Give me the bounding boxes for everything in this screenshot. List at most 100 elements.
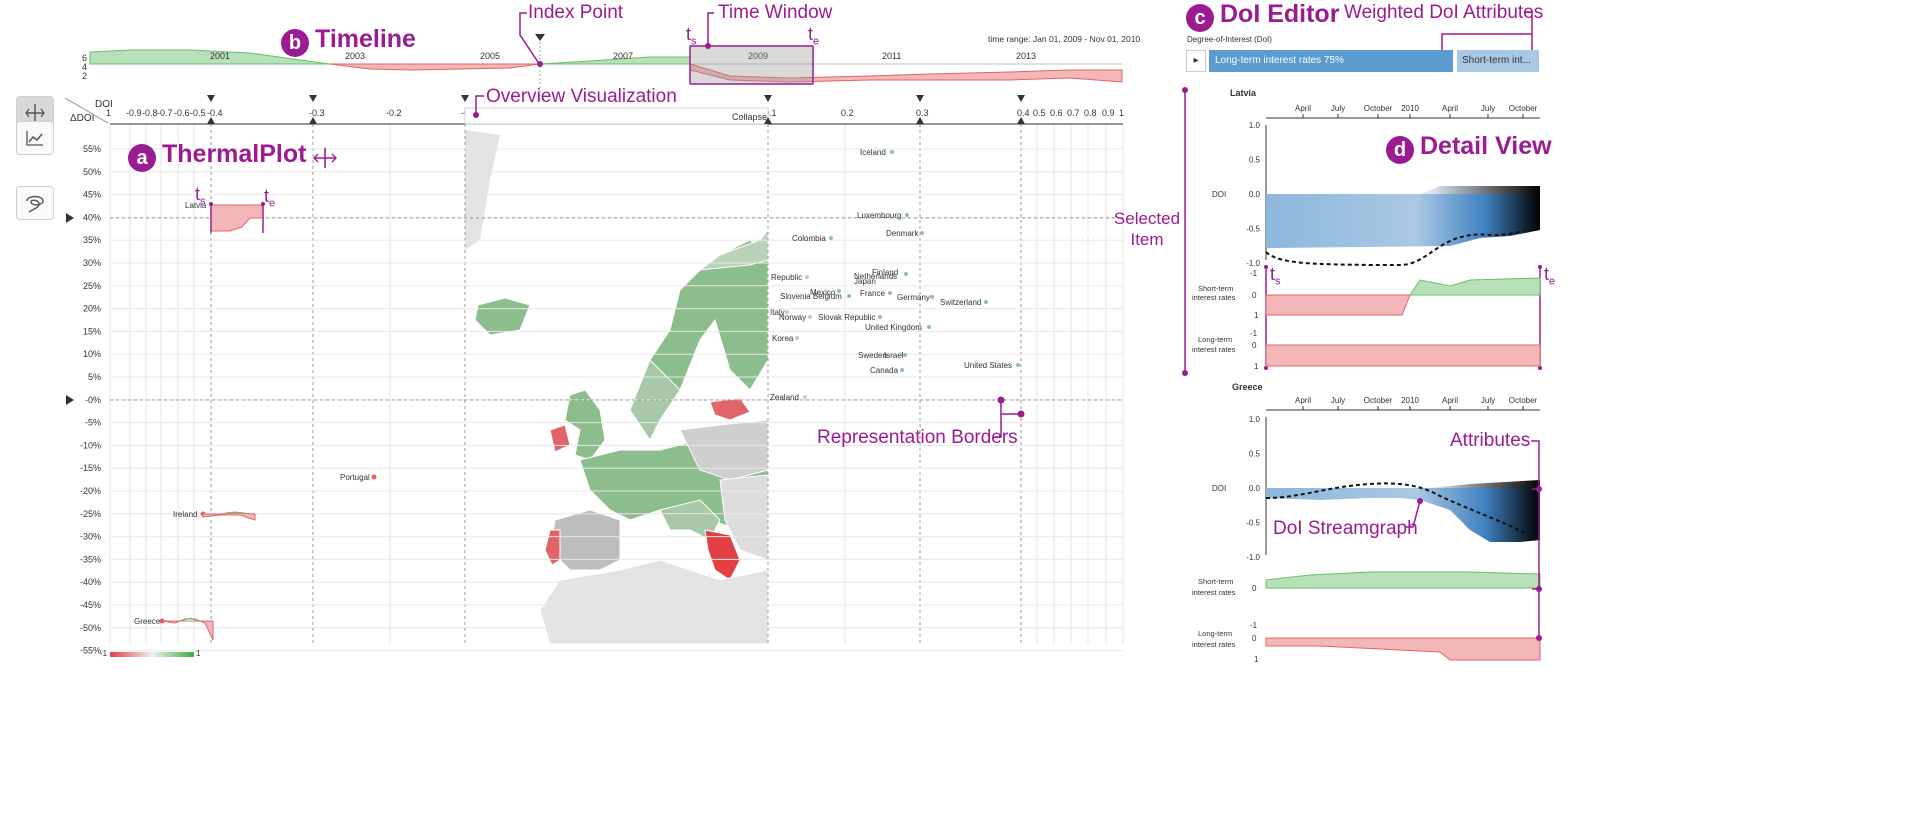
attr-tick: 1 bbox=[1254, 655, 1259, 664]
attr-tick: 1 bbox=[1254, 362, 1259, 371]
doi-tick: 0.5 bbox=[1249, 156, 1261, 165]
y-tick-label: 25% bbox=[83, 281, 101, 291]
overview-leader bbox=[473, 95, 484, 118]
ireland-item[interactable]: Ireland bbox=[173, 510, 256, 521]
thermalplot[interactable]: 1-0.9-0.8-0.7-0.6-0.5-0.4-0.3-0.2-00.10.… bbox=[60, 90, 1160, 670]
doi-attribute-long-label: Long-term interest rates 75% bbox=[1215, 55, 1344, 66]
timeline-year: 2009 bbox=[748, 51, 768, 61]
doi-curve bbox=[1265, 482, 1541, 541]
collapse-button[interactable] bbox=[464, 107, 769, 125]
thermalplot-title: ThermalPlot bbox=[162, 140, 307, 168]
time-range-label: time range: Jan 01, 2009 - Nov 01, 2010 bbox=[988, 34, 1140, 44]
timeline-te-label: te bbox=[808, 24, 820, 48]
row-marker[interactable] bbox=[66, 395, 74, 405]
index-point-marker[interactable] bbox=[535, 34, 545, 41]
latvia-ts-label: ts bbox=[195, 184, 206, 208]
y-tick-label: -55% bbox=[80, 646, 101, 656]
timeline-annotation: b Timeline bbox=[281, 25, 416, 57]
country-label: Canada bbox=[870, 366, 899, 375]
timeline-year: 2013 bbox=[1016, 51, 1036, 61]
country-label: Slovak Republic bbox=[818, 313, 875, 322]
country-label: France bbox=[860, 289, 885, 298]
portugal-item[interactable]: Portugal bbox=[340, 473, 377, 482]
country-label: Japan bbox=[854, 277, 876, 286]
representation-border-marker[interactable] bbox=[916, 95, 924, 102]
attr-label: interest rates bbox=[1192, 588, 1236, 597]
country-label: Israel bbox=[884, 351, 904, 360]
timeline-ytick: 6 bbox=[82, 53, 87, 63]
attr-label: Short-term bbox=[1198, 577, 1233, 586]
country-label: Latvia bbox=[185, 201, 207, 210]
x-tick-label: 0.9 bbox=[1102, 108, 1115, 118]
detail-view-title: Detail View bbox=[1420, 132, 1552, 160]
x-tick-label: 0.4 bbox=[1017, 108, 1030, 118]
index-point-annotation: Index Point bbox=[528, 2, 624, 23]
thermalplot-annotation: a ThermalPlot bbox=[128, 140, 339, 172]
x-tick-label: -0.6 bbox=[174, 108, 190, 118]
representation-border-marker[interactable] bbox=[1017, 95, 1025, 102]
latvia-te-label: te bbox=[264, 186, 276, 210]
x-tick-label: 0.6 bbox=[1050, 108, 1063, 118]
representation-border-marker[interactable] bbox=[461, 95, 469, 102]
country-label: Switzerland bbox=[940, 298, 981, 307]
country-label: Greece bbox=[134, 617, 161, 626]
month-label: July bbox=[1481, 104, 1495, 113]
detail-te-label: te bbox=[1544, 264, 1556, 288]
doi-play-button[interactable]: ▸ bbox=[1186, 50, 1206, 72]
month-label: October bbox=[1509, 396, 1538, 405]
attr-label: interest rates bbox=[1192, 640, 1236, 649]
doi-streamgraph-annotation: DoI Streamgraph bbox=[1273, 518, 1418, 539]
country-label: Netherlands bbox=[854, 272, 897, 281]
overview-map[interactable] bbox=[465, 124, 769, 645]
detail-view[interactable]: Latvia April July October 2010 April July Octo… bbox=[1170, 80, 1550, 670]
line-chart-icon bbox=[26, 131, 43, 146]
y-tick-label: 40% bbox=[83, 212, 101, 222]
representation-border-marker[interactable] bbox=[764, 95, 772, 102]
doi-editor-badge: c bbox=[1186, 3, 1214, 32]
collapse-label: Collapse bbox=[732, 112, 767, 122]
country-label: Republic bbox=[771, 273, 802, 282]
time-window[interactable] bbox=[689, 45, 814, 85]
country-label: Colombia bbox=[792, 234, 826, 243]
latvia-item[interactable]: Latvia bbox=[185, 201, 265, 233]
legend-min: -1 bbox=[100, 649, 108, 658]
country-points[interactable]: Iceland Luxembourg Denmark Colombia Repu… bbox=[770, 148, 1020, 402]
detail-view-annotation: d Detail View bbox=[1386, 132, 1552, 164]
timeline-year: 2001 bbox=[210, 51, 230, 61]
doi-editor-title: DoI Editor bbox=[1220, 0, 1340, 28]
attr-tick: 0 bbox=[1252, 291, 1257, 300]
y-tick-label: 45% bbox=[83, 190, 101, 200]
doi-streamgraph bbox=[1266, 488, 1540, 542]
country-label: United States bbox=[964, 361, 1012, 370]
y-tick-label: -0% bbox=[85, 395, 101, 405]
attr-tick: 0 bbox=[1252, 634, 1257, 643]
line-chart-button[interactable] bbox=[16, 121, 54, 155]
representation-border-marker[interactable] bbox=[309, 95, 317, 102]
greece-item[interactable]: Greece bbox=[134, 617, 214, 641]
row-marker[interactable] bbox=[66, 213, 74, 223]
attributes-annotation: Attributes bbox=[1450, 430, 1531, 451]
doi-tick: 1.0 bbox=[1249, 415, 1261, 424]
month-label: July bbox=[1331, 104, 1345, 113]
x-tick-label: 0.3 bbox=[916, 108, 929, 118]
lasso-button[interactable] bbox=[16, 186, 54, 220]
doi-tick: 1.0 bbox=[1249, 121, 1261, 130]
country-label: Iceland bbox=[860, 148, 886, 157]
doi-attribute-long[interactable]: Long-term interest rates 75% bbox=[1209, 50, 1453, 72]
country-label: Slovenia Belgium bbox=[780, 292, 842, 301]
y-axis-title: ΔDOI bbox=[70, 113, 94, 124]
doi-attribute-short[interactable]: Short-term int... bbox=[1457, 50, 1539, 72]
doi-tick: -1.0 bbox=[1246, 259, 1260, 268]
month-label: July bbox=[1331, 396, 1345, 405]
x-tick-label: -0.5 bbox=[190, 108, 206, 118]
x-tick-label: 0.8 bbox=[1084, 108, 1097, 118]
y-tick-label: -40% bbox=[80, 577, 101, 587]
country-label: United Kingdom bbox=[865, 323, 922, 332]
attr-tick: -1 bbox=[1250, 329, 1258, 338]
country-label: Italy bbox=[770, 308, 785, 317]
detail-item-title: Latvia bbox=[1230, 88, 1257, 98]
legend-max: 1 bbox=[196, 649, 201, 658]
detail-view-badge: d bbox=[1386, 135, 1414, 164]
representation-border-marker[interactable] bbox=[207, 95, 215, 102]
timeline-chart[interactable]: 6 4 2 2001 2003 2005 2007 2009 2011 2013… bbox=[70, 0, 1150, 100]
